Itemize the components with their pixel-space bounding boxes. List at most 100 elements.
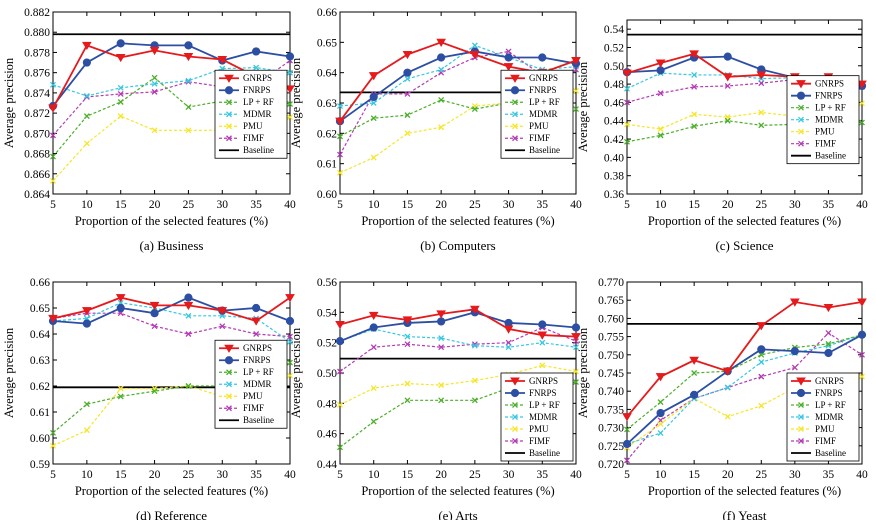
legend-label: GNRPS [529,376,558,386]
legend-label: FIMF [243,133,264,143]
data-point [512,402,518,408]
series-line [339,326,577,372]
chart-panel-1: 5 10 15 20 25 30 35 40 0.864 0.866 0.868 0.870 0.872… [2,7,296,253]
y-tick-label: 0.63 [30,355,50,367]
x-axis-label: Proportion of the selected features (%) [75,214,268,228]
data-point [335,320,345,330]
data-point [185,383,192,389]
data-point [510,86,520,95]
y-axis-label: Average precision [2,57,16,148]
data-point [402,316,413,325]
legend-label: FNRPS [815,91,843,101]
series-fnrps [622,330,867,449]
data-point [859,373,865,380]
y-tick-label: 0.864 [24,189,50,201]
y-tick-label: 0.46 [604,97,624,109]
data-point [510,388,520,398]
data-point [404,333,411,340]
x-tick-label: 20 [722,469,734,481]
legend-label: Baseline [529,448,560,458]
y-tick-label: 0.40 [604,152,624,164]
legend-label: Baseline [815,151,846,161]
data-point [117,84,124,91]
legend-label: LP + RF [815,400,846,410]
y-tick-label: 0.878 [24,47,50,59]
data-point [117,385,124,392]
data-point [149,301,160,311]
data-point [438,344,445,351]
data-point [758,351,765,358]
y-tick-label: 0.38 [604,171,624,183]
data-point [224,344,234,353]
data-point [335,337,345,346]
data-point [471,106,478,113]
data-point [573,368,579,375]
legend: GNRPS FNRPS LP + RF MDMR PMU FIMF Baseline [500,69,574,159]
x-tick-label: 10 [368,199,380,211]
data-point [724,82,731,89]
data-point [438,124,445,131]
y-tick-label: 0.50 [317,368,337,380]
data-point [796,80,806,89]
data-point [183,52,194,62]
x-tick-label: 20 [149,199,161,211]
x-axis-label: Proportion of the selected features (%) [648,214,841,228]
data-point [436,310,446,319]
data-point [337,444,343,451]
data-point [796,91,806,100]
series-line [339,381,577,448]
x-tick-label: 35 [250,199,262,211]
y-tick-label: 0.64 [30,329,50,341]
data-point [624,85,630,92]
panel-caption: (c) Science [715,238,773,253]
data-point [335,117,345,126]
data-point [823,303,834,313]
data-point [758,402,765,409]
data-point [404,397,411,404]
y-axis-label: Average precision [2,327,16,418]
data-point [756,71,767,80]
data-point [337,133,343,140]
data-point [226,135,232,142]
data-point [82,41,92,51]
data-point [404,380,411,387]
data-point [722,367,733,376]
y-tick-label: 0.750 [598,350,624,362]
series-line [339,44,577,107]
data-point [757,345,766,354]
data-point [573,344,579,351]
data-point [798,402,804,408]
x-tick-label: 25 [183,199,195,211]
data-point [689,50,699,59]
data-point [691,123,698,130]
y-tick-label: 0.880 [24,27,50,39]
data-point [287,372,293,379]
y-tick-label: 0.46 [317,429,337,441]
data-point [287,333,293,340]
y-tick-label: 0.765 [598,295,624,307]
x-tick-label: 40 [284,199,296,211]
y-tick-label: 0.52 [317,338,337,350]
y-tick-label: 0.62 [30,381,50,393]
series-line [626,301,863,418]
y-tick-label: 0.60 [317,189,337,201]
data-point [798,104,804,111]
data-point [117,90,124,97]
data-point [185,312,192,319]
legend-label: FNRPS [815,388,843,398]
data-point [217,307,228,316]
data-point [857,80,867,89]
legend-label: GNRPS [243,343,272,353]
data-point [226,111,232,118]
data-point [402,50,413,60]
data-point [622,439,632,449]
series-line [52,312,291,338]
data-point [571,323,581,332]
series-line [626,78,863,103]
series-line [339,311,577,342]
data-point [438,397,445,404]
y-axis-label: Average precision [289,57,303,148]
data-point [50,177,56,184]
data-point [226,99,232,106]
